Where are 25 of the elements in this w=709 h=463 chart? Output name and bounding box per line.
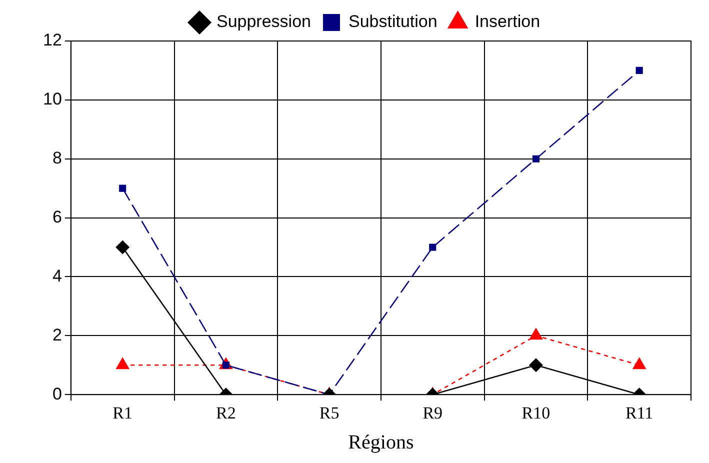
point <box>119 184 126 192</box>
x-axis-title: Régions <box>348 431 414 454</box>
point <box>116 240 130 254</box>
point <box>116 357 130 370</box>
x-tick-label: R11 <box>625 403 654 422</box>
y-tick-label: 10 <box>42 90 62 109</box>
point <box>632 357 646 370</box>
y-tick-label: 6 <box>52 207 62 226</box>
legend-label: Substitution <box>348 12 438 32</box>
point <box>636 66 643 74</box>
y-tick-label: 12 <box>42 30 62 50</box>
y-tick-label: 8 <box>52 148 62 168</box>
x-tick-label: R1 <box>112 403 133 422</box>
x-tick-label: R2 <box>216 403 236 422</box>
point <box>529 328 543 340</box>
x-tick-label: R9 <box>422 403 443 422</box>
y-tick-label: 2 <box>52 325 62 344</box>
point <box>532 155 540 162</box>
y-tick-label: 0 <box>52 384 62 404</box>
legend-label: Insertion <box>474 12 540 32</box>
y-tick-label: 4 <box>52 266 62 286</box>
x-tick-label: R5 <box>319 403 340 422</box>
x-tick-label: R10 <box>522 403 550 422</box>
legend-label: Suppression <box>216 12 311 32</box>
point <box>429 244 436 251</box>
